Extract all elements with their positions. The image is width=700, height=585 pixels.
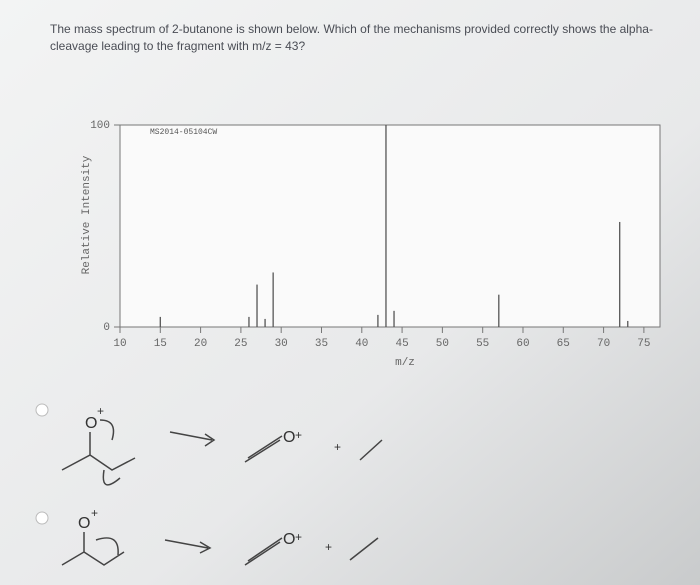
x-tick-label: 15 — [154, 338, 167, 350]
x-tick-label: 75 — [637, 338, 650, 350]
reactant — [61, 532, 125, 566]
x-tick-label: 35 — [315, 338, 328, 350]
question-line: cleavage leading to the fragment with m/… — [50, 39, 305, 53]
arrow — [169, 431, 216, 447]
charge: + — [97, 404, 104, 418]
x-tick-label: 30 — [275, 338, 288, 350]
plus: + — [325, 540, 332, 554]
acylium — [244, 435, 283, 463]
chart-title: MS2014-05104CW — [150, 128, 217, 137]
option-1[interactable]: O + O + + — [61, 404, 383, 486]
x-tick-label: 70 — [597, 338, 610, 350]
radio-button[interactable] — [35, 403, 49, 417]
radio-button[interactable] — [35, 511, 49, 525]
x-tick-label: 55 — [476, 338, 489, 350]
y-tick-label: 0 — [103, 322, 110, 334]
x-tick-label: 45 — [395, 338, 408, 350]
x-tick-label: 10 — [113, 338, 126, 350]
oxygen: O — [283, 531, 295, 548]
x-tick-label: 50 — [436, 338, 449, 350]
x-tick-label: 60 — [516, 338, 529, 350]
y-tick-label: 100 — [90, 120, 110, 132]
x-tick-label: 65 — [557, 338, 570, 350]
charge: + — [91, 506, 98, 520]
oxygen: O — [78, 515, 90, 532]
x-tick-label: 20 — [194, 338, 207, 350]
plus: + — [334, 440, 341, 454]
arrow — [164, 539, 212, 554]
plot-frame — [119, 124, 661, 328]
oxygen: O — [283, 429, 295, 446]
x-tick-label: 40 — [355, 338, 368, 350]
reactant — [61, 419, 136, 486]
option-2[interactable]: O + O + + — [61, 506, 379, 566]
y-axis-label: Relative Intensity — [81, 155, 93, 274]
charge: + — [295, 428, 302, 442]
x-tick-label: 25 — [234, 338, 247, 350]
oxygen: O — [85, 415, 97, 432]
question-line: The mass spectrum of 2-butanone is shown… — [50, 22, 653, 36]
charge: + — [295, 530, 302, 544]
radical — [359, 439, 383, 461]
acylium — [244, 537, 283, 566]
x-axis-label: m/z — [395, 357, 415, 369]
radical — [349, 537, 379, 561]
